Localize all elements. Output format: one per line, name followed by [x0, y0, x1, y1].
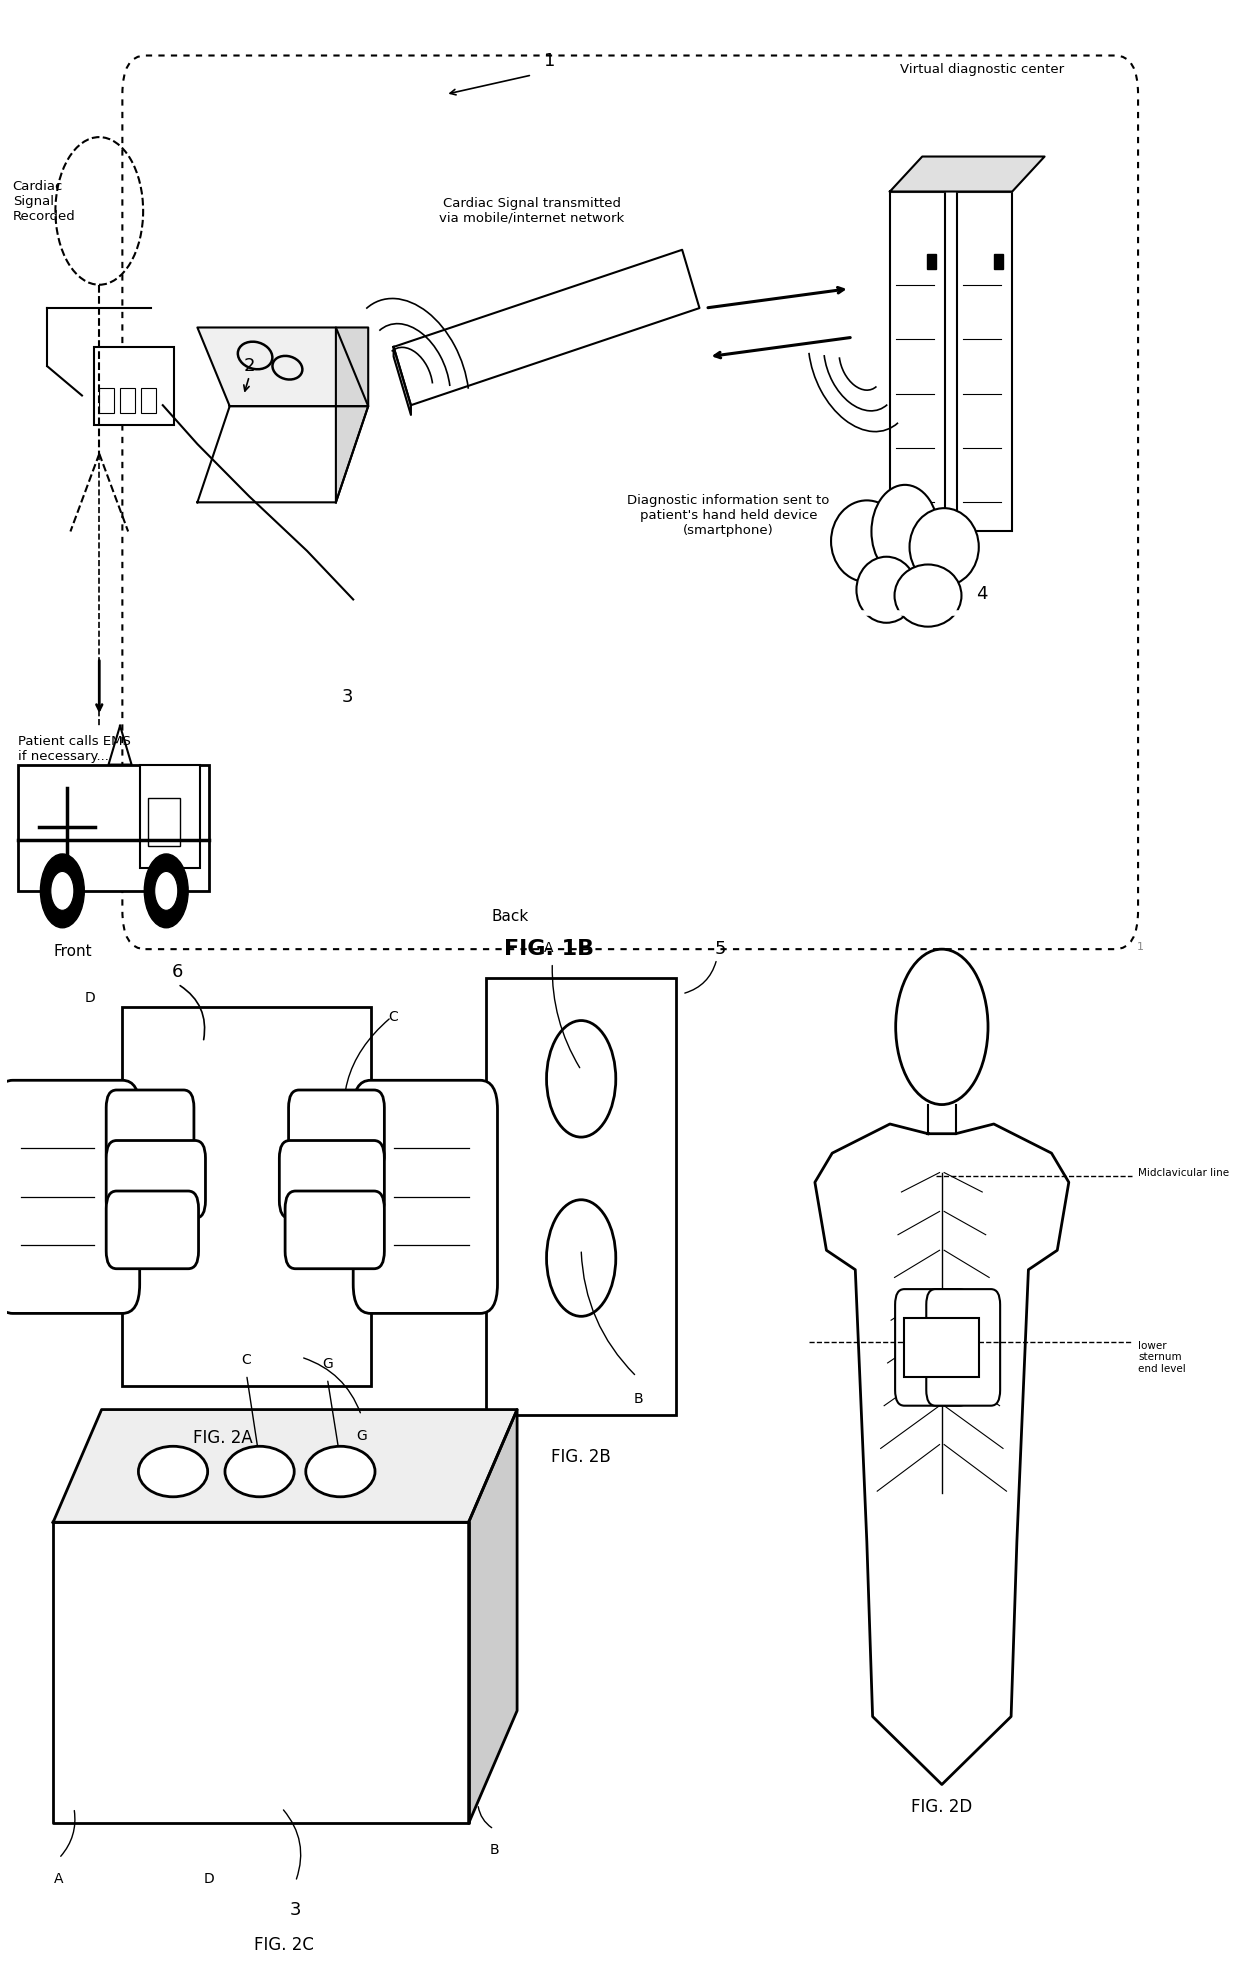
Text: B: B [490, 1842, 498, 1856]
Ellipse shape [139, 1446, 207, 1497]
Bar [141, 387, 156, 412]
Polygon shape [890, 157, 1044, 192]
Text: 3: 3 [290, 1901, 301, 1919]
Text: Cardiac
Signal
Recorded: Cardiac Signal Recorded [12, 181, 76, 222]
Text: A: A [55, 1872, 63, 1885]
FancyBboxPatch shape [289, 1090, 384, 1173]
Text: 4: 4 [976, 585, 988, 603]
Bar [148, 797, 180, 846]
Text: 5: 5 [714, 941, 725, 958]
Text: Midclavicular line: Midclavicular line [1138, 1167, 1229, 1178]
Polygon shape [336, 328, 368, 503]
Text: G: G [356, 1430, 367, 1444]
Bar [486, 978, 676, 1416]
Text: D: D [84, 990, 95, 1006]
FancyBboxPatch shape [279, 1141, 384, 1218]
FancyBboxPatch shape [107, 1090, 193, 1173]
Text: Diagnostic information sent to
patient's hand held device
(smartphone): Diagnostic information sent to patient's… [627, 495, 830, 538]
Text: 2: 2 [243, 357, 255, 375]
Bar [993, 253, 1003, 269]
Circle shape [547, 1021, 616, 1137]
Text: lower
sternum
end level: lower sternum end level [1138, 1341, 1185, 1373]
Text: 6: 6 [172, 964, 184, 982]
Bar [99, 387, 114, 412]
Bar [904, 1318, 980, 1377]
Text: A: A [544, 941, 553, 955]
Circle shape [155, 872, 177, 909]
Polygon shape [197, 328, 368, 407]
Text: B: B [634, 1392, 644, 1406]
FancyBboxPatch shape [285, 1190, 384, 1269]
Bar [890, 192, 945, 532]
Ellipse shape [831, 501, 903, 581]
Polygon shape [53, 1522, 469, 1823]
Polygon shape [393, 249, 699, 405]
Polygon shape [815, 1123, 1069, 1785]
Bar [19, 764, 208, 892]
Ellipse shape [224, 1446, 294, 1497]
Ellipse shape [909, 509, 978, 585]
Bar [926, 253, 936, 269]
FancyBboxPatch shape [895, 1288, 968, 1406]
FancyBboxPatch shape [926, 1288, 1001, 1406]
FancyBboxPatch shape [107, 1141, 206, 1218]
Text: G: G [322, 1357, 332, 1371]
Text: Back: Back [492, 909, 529, 923]
Text: FIG. 1B: FIG. 1B [505, 939, 594, 958]
Circle shape [144, 854, 188, 927]
Text: 1: 1 [1137, 943, 1143, 953]
Polygon shape [197, 407, 368, 503]
Text: Cardiac Signal transmitted
via mobile/internet network: Cardiac Signal transmitted via mobile/in… [439, 196, 625, 226]
FancyBboxPatch shape [0, 1080, 140, 1314]
Text: FIG. 2C: FIG. 2C [254, 1937, 314, 1954]
Text: D: D [203, 1872, 215, 1885]
Text: 3: 3 [342, 687, 353, 705]
Circle shape [895, 949, 988, 1104]
Bar [93, 348, 175, 424]
Circle shape [51, 872, 74, 909]
Circle shape [41, 854, 84, 927]
Text: C: C [242, 1353, 252, 1367]
Ellipse shape [306, 1446, 374, 1497]
Text: FIG. 2A: FIG. 2A [193, 1430, 253, 1447]
Bar [120, 387, 135, 412]
Text: Front: Front [53, 945, 92, 958]
Text: 1: 1 [543, 53, 556, 71]
Text: FIG. 2D: FIG. 2D [911, 1799, 972, 1817]
Bar [957, 192, 1012, 532]
Ellipse shape [857, 556, 916, 623]
FancyBboxPatch shape [107, 1190, 198, 1269]
Text: FIG. 2B: FIG. 2B [552, 1447, 611, 1467]
Text: Virtual diagnostic center: Virtual diagnostic center [900, 63, 1064, 75]
Polygon shape [53, 1410, 517, 1522]
FancyBboxPatch shape [353, 1080, 497, 1314]
Circle shape [547, 1200, 616, 1316]
Ellipse shape [894, 564, 961, 627]
Text: C: C [388, 1009, 398, 1023]
Bar [140, 764, 200, 868]
Polygon shape [469, 1410, 517, 1823]
Ellipse shape [872, 485, 939, 577]
Bar [123, 1008, 371, 1387]
Text: Patient calls EMS
if necessary...: Patient calls EMS if necessary... [19, 735, 131, 764]
Polygon shape [393, 348, 410, 414]
